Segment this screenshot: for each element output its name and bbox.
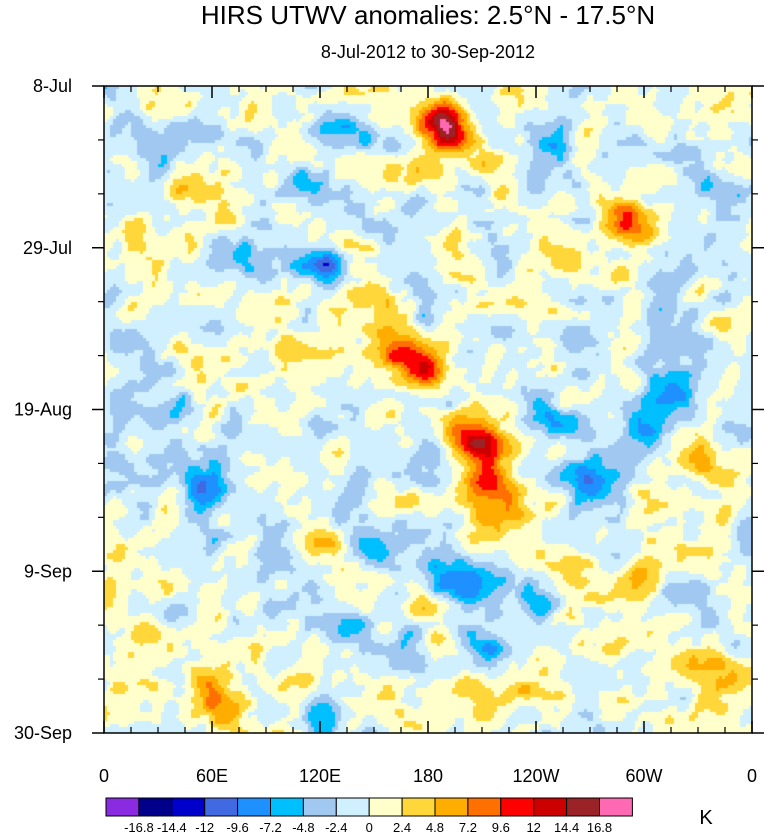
colorbar-swatch bbox=[500, 797, 535, 817]
y-tick-label: 30-Sep bbox=[14, 723, 72, 743]
heatmap-image bbox=[104, 86, 752, 733]
colorbar: -16.8 -14.4 -12 -9.6 -7.2 -4.8 -2.4 0 2.4 4.8 7.2 9… bbox=[105, 797, 633, 834]
y-tick-label: 19-Aug bbox=[14, 400, 72, 420]
x-tick-label: 0 bbox=[99, 766, 109, 786]
x-tick-label: 180 bbox=[413, 766, 443, 786]
colorbar-label: 2.4 bbox=[393, 820, 411, 834]
colorbar-swatch bbox=[302, 797, 337, 817]
chart-subtitle: 8-Jul-2012 to 30-Sep-2012 bbox=[321, 42, 535, 62]
colorbar-swatch bbox=[270, 797, 304, 817]
colorbar-label: 7.2 bbox=[459, 820, 477, 834]
colorbar-label: 16.8 bbox=[587, 820, 612, 834]
y-axis: 8-Jul 29-Jul 19-Aug 9-Sep 30-Sep bbox=[14, 76, 764, 743]
x-axis: 0 60E 120E 180 120W 60W 0 bbox=[99, 86, 757, 786]
colorbar-label: -12 bbox=[195, 820, 214, 834]
colorbar-swatch bbox=[467, 797, 502, 817]
x-tick-label: 120W bbox=[512, 766, 559, 786]
x-tick-label: 0 bbox=[747, 766, 757, 786]
colorbar-swatch bbox=[434, 797, 469, 817]
colorbar-unit: K bbox=[699, 807, 713, 829]
colorbar-label: 0 bbox=[366, 820, 373, 834]
colorbar-label: -14.4 bbox=[157, 820, 187, 834]
colorbar-swatch bbox=[171, 797, 206, 817]
y-tick-label: 8-Jul bbox=[33, 76, 72, 96]
colorbar-swatch bbox=[335, 797, 370, 817]
colorbar-label: 9.6 bbox=[492, 820, 510, 834]
x-tick-label: 60W bbox=[625, 766, 662, 786]
colorbar-label: -16.8 bbox=[124, 820, 154, 834]
colorbar-label: -4.8 bbox=[292, 820, 314, 834]
colorbar-swatch bbox=[533, 797, 568, 817]
chart-title: HIRS UTWV anomalies: 2.5°N - 17.5°N bbox=[201, 0, 655, 30]
x-tick-label: 60E bbox=[196, 766, 228, 786]
colorbar-label: -2.4 bbox=[325, 820, 347, 834]
colorbar-label: 14.4 bbox=[554, 820, 579, 834]
colorbar-swatch bbox=[138, 797, 173, 817]
colorbar-label: 12 bbox=[526, 820, 540, 834]
colorbar-swatch bbox=[566, 797, 600, 817]
colorbar-label: -7.2 bbox=[259, 820, 281, 834]
colorbar-swatch bbox=[204, 797, 239, 817]
heatmap-field bbox=[104, 86, 752, 733]
colorbar-swatch bbox=[368, 797, 403, 817]
x-tick-label: 120E bbox=[299, 766, 341, 786]
colorbar-swatch bbox=[105, 797, 140, 817]
colorbar-swatch bbox=[237, 797, 272, 817]
y-tick-label: 9-Sep bbox=[24, 561, 72, 581]
colorbar-label: 4.8 bbox=[426, 820, 444, 834]
y-tick-label: 29-Jul bbox=[23, 238, 72, 258]
colorbar-label: -9.6 bbox=[226, 820, 248, 834]
colorbar-swatch bbox=[401, 797, 436, 817]
colorbar-swatch bbox=[599, 797, 633, 817]
